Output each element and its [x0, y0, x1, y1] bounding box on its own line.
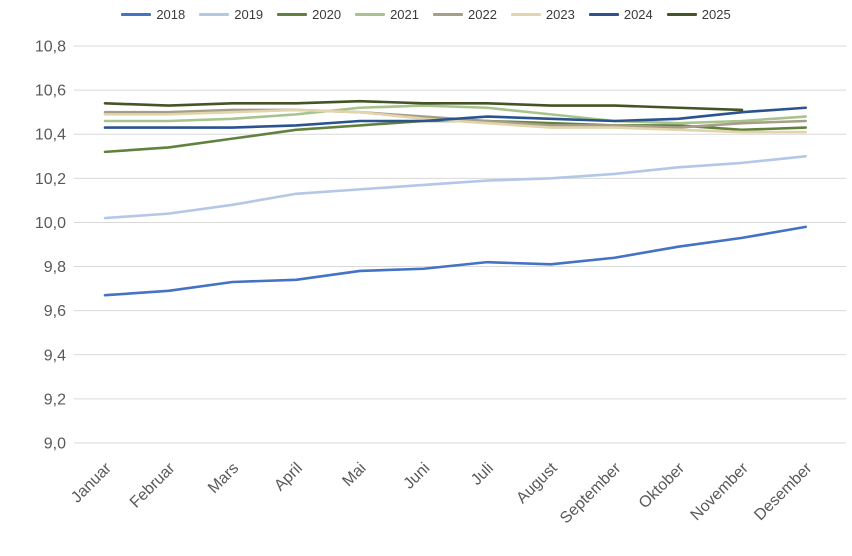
series-line-2024 — [103, 106, 808, 129]
x-tick-label: November — [688, 459, 753, 524]
x-tick-label: Mars — [205, 460, 242, 497]
gridlines — [74, 45, 846, 444]
y-tick-label: 10,2 — [35, 171, 66, 188]
x-tick-label: August — [513, 459, 561, 507]
y-tick-label: 9,0 — [44, 436, 66, 453]
x-tick-label: April — [271, 460, 306, 495]
series-line-2018 — [103, 225, 808, 297]
y-tick-label: 10,4 — [35, 127, 66, 144]
x-axis-labels: Januar Februar Mars April Mai Juni Juli AugustS… — [68, 459, 816, 527]
y-tick-label: 10,6 — [35, 83, 66, 100]
y-tick-label: 9,4 — [44, 347, 66, 364]
x-tick-label: Januar — [68, 459, 115, 506]
x-tick-label: Februar — [127, 459, 179, 511]
y-axis-labels: 10,8 10,6 10,4 10,2 10,0 9,8 9,6 9,4 9,2 9,0 — [35, 39, 66, 453]
x-tick-label: Juli — [468, 460, 497, 489]
y-tick-label: 9,8 — [44, 259, 66, 276]
y-tick-label: 9,6 — [44, 303, 66, 320]
y-tick-label: 9,2 — [44, 391, 66, 408]
x-tick-label: Desember — [751, 459, 816, 524]
x-tick-label: September — [557, 459, 625, 527]
series-line-2021 — [103, 104, 808, 125]
y-tick-label: 10,8 — [35, 39, 66, 56]
x-tick-label: Oktober — [636, 459, 689, 512]
series-line-2019 — [103, 154, 808, 220]
series-lines — [103, 99, 808, 297]
x-tick-label: Mai — [339, 460, 369, 490]
y-tick-label: 10,0 — [35, 215, 66, 232]
series-line-2025 — [103, 99, 744, 112]
x-tick-label: Juni — [401, 460, 434, 493]
series-line-2023 — [103, 108, 808, 134]
